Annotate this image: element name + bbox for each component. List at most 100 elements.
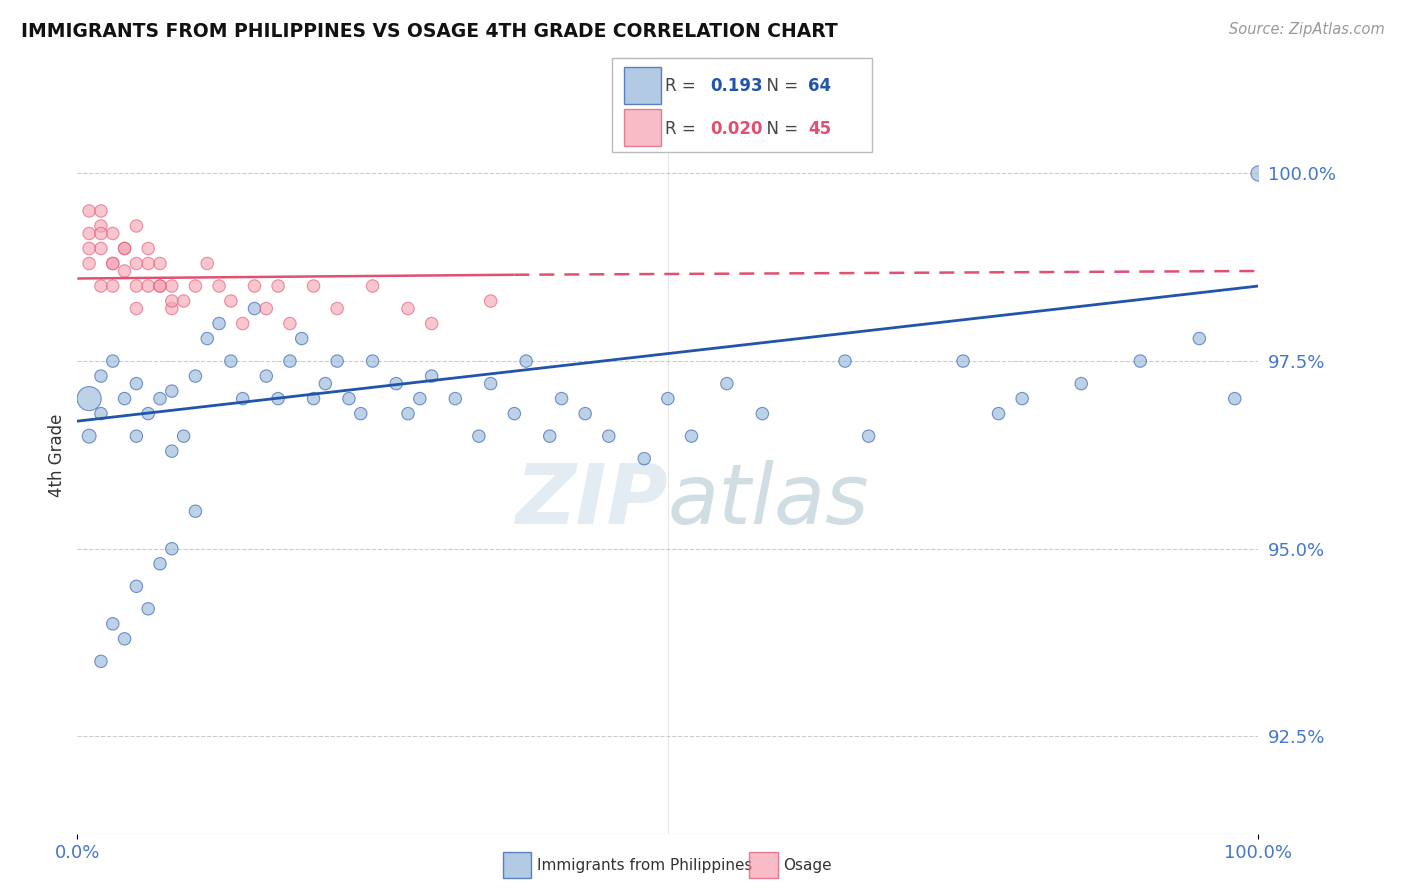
Point [173, 429, 195, 443]
Point [173, 293, 195, 308]
Point [114, 242, 136, 256]
Point [149, 557, 172, 571]
Point [396, 301, 419, 316]
Point [409, 392, 432, 406]
Point [77, 203, 100, 218]
Point [90, 203, 112, 218]
Text: 0.193: 0.193 [710, 78, 762, 95]
Point [77, 242, 100, 256]
Point [90, 654, 112, 668]
Point [125, 301, 148, 316]
Point [77, 392, 100, 406]
Point [361, 279, 384, 293]
Point [278, 317, 301, 331]
Point [125, 579, 148, 593]
Point [657, 392, 679, 406]
Point [114, 242, 136, 256]
Point [420, 369, 443, 384]
Text: atlas: atlas [668, 460, 869, 541]
Point [184, 369, 207, 384]
Point [136, 256, 159, 270]
Point [1188, 332, 1211, 346]
Point [125, 219, 148, 233]
Point [254, 369, 277, 384]
Point [267, 279, 290, 293]
Point [101, 227, 124, 241]
Point [444, 392, 467, 406]
Point [208, 279, 231, 293]
Point [101, 616, 124, 631]
Point [149, 392, 172, 406]
Point [716, 376, 738, 391]
Point [858, 429, 880, 443]
Point [149, 279, 172, 293]
Point [208, 317, 231, 331]
Point [468, 429, 491, 443]
Point [149, 279, 172, 293]
Point [90, 279, 112, 293]
Point [385, 376, 408, 391]
Point [114, 264, 136, 278]
Point [420, 317, 443, 331]
Point [952, 354, 974, 368]
Point [125, 279, 148, 293]
Point [232, 392, 254, 406]
Point [136, 407, 159, 421]
Point [326, 354, 349, 368]
Point [90, 242, 112, 256]
Text: N =: N = [756, 78, 804, 95]
Point [101, 279, 124, 293]
Point [1223, 392, 1246, 406]
Point [125, 256, 148, 270]
Text: R =: R = [665, 78, 702, 95]
Point [219, 293, 242, 308]
Point [77, 256, 100, 270]
Point [77, 429, 100, 443]
Text: Source: ZipAtlas.com: Source: ZipAtlas.com [1229, 22, 1385, 37]
Point [136, 242, 159, 256]
Text: N =: N = [756, 120, 804, 137]
Point [278, 354, 301, 368]
Point [243, 301, 266, 316]
Point [574, 407, 596, 421]
Point [479, 376, 502, 391]
Point [515, 354, 537, 368]
Point [114, 392, 136, 406]
Point [538, 429, 561, 443]
Point [90, 407, 112, 421]
Point [987, 407, 1010, 421]
Point [195, 332, 218, 346]
Text: Osage: Osage [783, 858, 832, 872]
Point [302, 392, 325, 406]
Point [361, 354, 384, 368]
Y-axis label: 4th Grade: 4th Grade [48, 413, 66, 497]
Point [160, 279, 183, 293]
Point [633, 451, 655, 466]
Point [90, 227, 112, 241]
Text: ZIP: ZIP [515, 460, 668, 541]
Point [101, 354, 124, 368]
Point [160, 301, 183, 316]
Point [243, 279, 266, 293]
Point [160, 293, 183, 308]
Point [149, 256, 172, 270]
Point [314, 376, 336, 391]
Point [125, 376, 148, 391]
Point [77, 227, 100, 241]
Point [90, 219, 112, 233]
Point [396, 407, 419, 421]
Point [101, 256, 124, 270]
Point [90, 369, 112, 384]
Point [1247, 166, 1270, 180]
Point [101, 256, 124, 270]
Point [267, 392, 290, 406]
Point [160, 384, 183, 398]
Point [479, 293, 502, 308]
Point [254, 301, 277, 316]
Point [232, 317, 254, 331]
Point [1129, 354, 1152, 368]
Point [195, 256, 218, 270]
Text: 64: 64 [808, 78, 831, 95]
Point [598, 429, 620, 443]
Point [219, 354, 242, 368]
